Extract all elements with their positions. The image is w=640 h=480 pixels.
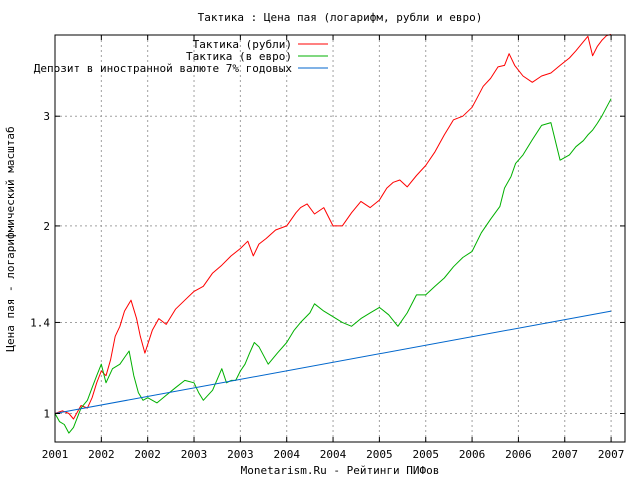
y-axis-label: Цена пая - логарифмический масштаб [4, 126, 17, 351]
x-tick-label: 2006 [505, 448, 532, 461]
y-tick-label: 1.4 [30, 316, 50, 329]
series-line-3 [54, 310, 612, 414]
x-tick-label: 2003 [181, 448, 208, 461]
x-tick-label: 2004 [320, 448, 347, 461]
x-tick-label: 2003 [227, 448, 254, 461]
chart-title: Тактика : Цена пая (логарифм, рубли и ев… [198, 11, 483, 24]
legend-label-series-3: Депозит в иностранной валюте 7% годовых [34, 62, 293, 75]
plot-frame [54, 34, 626, 443]
x-axis-label: Monetarism.Ru - Рейтинги ПИФов [241, 464, 440, 477]
x-tick-label: 2002 [88, 448, 115, 461]
x-tick-label: 2002 [134, 448, 161, 461]
ticks: 2001 2002 2002 2003 2003 2004 2004 2005 2005 2006… [30, 35, 625, 461]
series-line-2 [54, 98, 612, 434]
x-tick-label: 2004 [273, 448, 300, 461]
x-tick-label: 2001 [42, 448, 69, 461]
x-tick-label: 2005 [366, 448, 393, 461]
series-layer [54, 33, 612, 434]
y-tick-label: 1 [43, 407, 50, 420]
x-tick-label: 2007 [598, 448, 625, 461]
series-line-1 [54, 33, 612, 420]
legend-label-series-2: Тактика (в евро) [186, 50, 292, 63]
legend: Тактика (рубли) Тактика (в евро) Депозит… [34, 38, 328, 75]
x-tick-label: 2007 [552, 448, 579, 461]
y-tick-label: 2 [43, 220, 50, 233]
x-tick-label: 2006 [459, 448, 486, 461]
legend-label-series-1: Тактика (рубли) [193, 38, 292, 51]
x-tick-label: 2005 [412, 448, 439, 461]
y-tick-label: 3 [43, 110, 50, 123]
